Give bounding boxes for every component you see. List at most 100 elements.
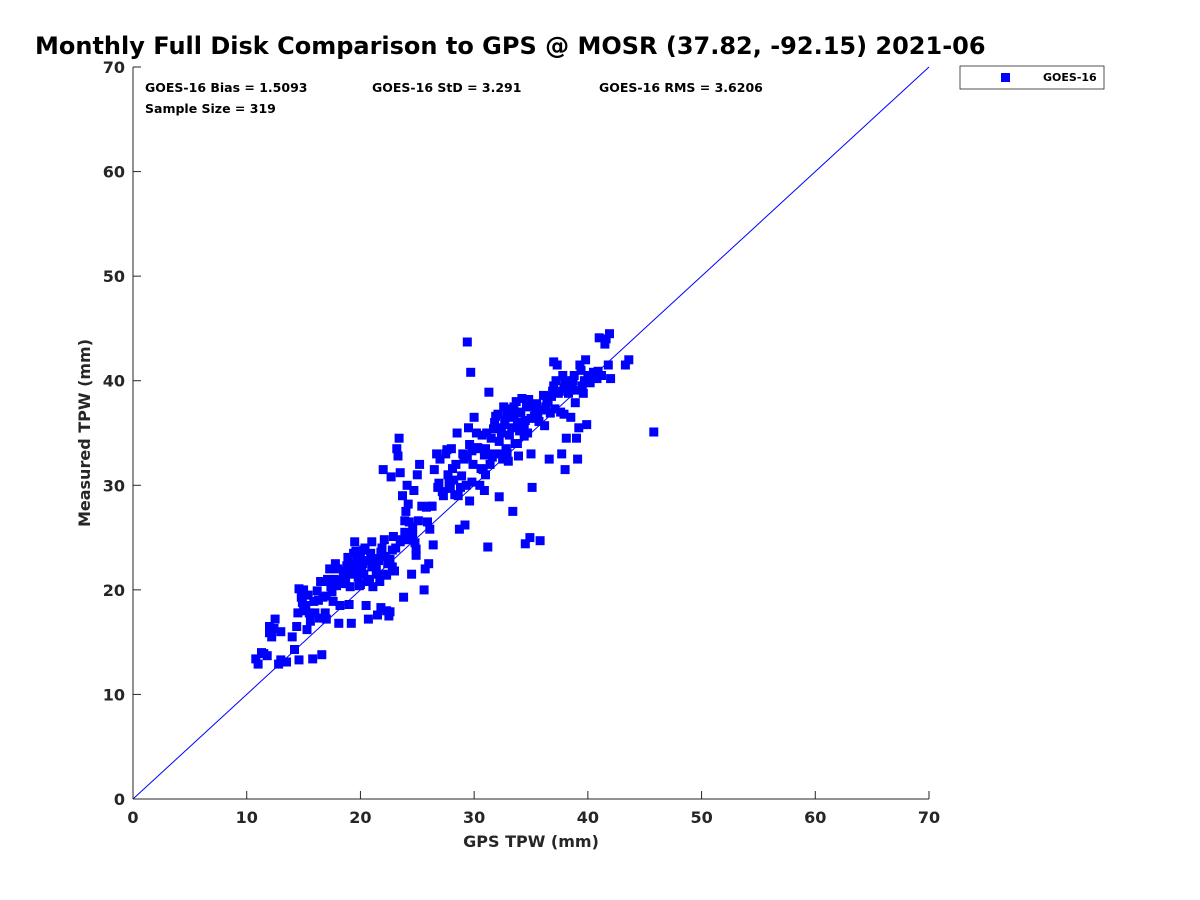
data-point bbox=[468, 459, 478, 469]
data-point bbox=[448, 464, 457, 474]
x-tick-label: 10 bbox=[236, 808, 258, 827]
data-point bbox=[358, 559, 368, 569]
x-tick-label: 30 bbox=[463, 808, 485, 827]
data-point bbox=[378, 465, 388, 475]
data-point bbox=[415, 459, 425, 469]
data-point bbox=[483, 542, 493, 552]
data-point bbox=[299, 606, 309, 616]
stat-std: GOES-16 StD = 3.291 bbox=[372, 80, 521, 95]
x-tick-label: 20 bbox=[349, 808, 371, 827]
data-point bbox=[310, 608, 320, 618]
data-point bbox=[333, 564, 343, 574]
data-point bbox=[582, 420, 592, 430]
y-tick-label: 10 bbox=[103, 685, 125, 704]
data-point bbox=[572, 385, 581, 395]
data-point bbox=[549, 381, 559, 391]
x-tick-label: 0 bbox=[127, 808, 138, 827]
data-point bbox=[317, 650, 327, 660]
data-point bbox=[550, 404, 560, 414]
data-point bbox=[424, 559, 434, 569]
data-point bbox=[402, 535, 412, 545]
data-point bbox=[402, 480, 412, 490]
data-point bbox=[585, 376, 595, 386]
data-point bbox=[299, 585, 309, 595]
data-point bbox=[540, 421, 550, 431]
data-point bbox=[444, 478, 454, 488]
data-point bbox=[561, 433, 571, 443]
data-point bbox=[309, 596, 319, 606]
data-point bbox=[570, 398, 580, 408]
data-point bbox=[308, 654, 318, 664]
data-point bbox=[348, 559, 357, 569]
data-point bbox=[313, 595, 323, 605]
data-point bbox=[443, 470, 453, 480]
data-point bbox=[434, 478, 444, 488]
x-tick-label: 60 bbox=[804, 808, 826, 827]
data-point bbox=[353, 572, 363, 582]
data-point bbox=[401, 506, 411, 516]
data-point bbox=[315, 613, 324, 623]
legend: GOES-16 bbox=[959, 65, 1105, 90]
data-point bbox=[423, 517, 432, 527]
data-point bbox=[578, 388, 588, 398]
data-point bbox=[456, 482, 465, 492]
x-tick-label: 40 bbox=[577, 808, 599, 827]
data-point bbox=[454, 524, 464, 534]
data-point bbox=[290, 645, 299, 654]
data-point bbox=[532, 399, 542, 409]
data-point bbox=[259, 649, 269, 659]
data-point bbox=[498, 454, 508, 464]
data-point bbox=[316, 577, 326, 586]
data-point bbox=[332, 581, 341, 591]
data-point bbox=[325, 564, 335, 574]
data-point bbox=[287, 632, 297, 642]
data-point bbox=[603, 360, 613, 370]
data-point bbox=[519, 423, 529, 433]
data-point bbox=[361, 601, 371, 610]
data-point bbox=[572, 433, 581, 443]
x-tick-label: 50 bbox=[690, 808, 712, 827]
data-point bbox=[512, 418, 522, 427]
data-point bbox=[567, 384, 577, 394]
data-point bbox=[282, 657, 291, 667]
data-point bbox=[385, 555, 395, 564]
data-point bbox=[385, 607, 395, 617]
data-point bbox=[473, 443, 483, 453]
data-point bbox=[342, 561, 352, 571]
data-point bbox=[517, 394, 527, 403]
data-point bbox=[345, 582, 355, 592]
data-point bbox=[326, 582, 336, 592]
data-point bbox=[302, 625, 312, 635]
data-point bbox=[388, 532, 398, 541]
data-point bbox=[452, 428, 462, 438]
data-point bbox=[343, 552, 353, 562]
data-point bbox=[320, 608, 330, 618]
data-point bbox=[522, 402, 531, 412]
data-point bbox=[421, 502, 431, 512]
data-point bbox=[438, 491, 448, 501]
data-point bbox=[354, 581, 364, 591]
data-point bbox=[330, 559, 340, 569]
data-point bbox=[577, 381, 587, 391]
data-point bbox=[525, 533, 535, 543]
data-point bbox=[417, 501, 427, 511]
data-point bbox=[558, 371, 568, 380]
data-point bbox=[620, 360, 630, 370]
data-point bbox=[457, 471, 467, 481]
data-point bbox=[503, 456, 513, 466]
data-point bbox=[520, 416, 530, 425]
data-point bbox=[413, 516, 423, 526]
data-point bbox=[485, 459, 495, 469]
data-point bbox=[481, 470, 490, 480]
y-tick-label: 0 bbox=[114, 790, 125, 809]
data-point bbox=[449, 475, 459, 485]
data-point bbox=[359, 545, 369, 555]
data-point bbox=[407, 569, 417, 579]
stat-bias: GOES-16 Bias = 1.5093 bbox=[145, 80, 307, 95]
data-point bbox=[504, 430, 514, 440]
data-point bbox=[471, 428, 481, 438]
plot-area: 0 10 20 30 40 50 60 70 0 10 20 30 40 50 60 70 bbox=[103, 58, 940, 827]
data-point bbox=[519, 431, 529, 441]
data-point bbox=[374, 556, 384, 566]
